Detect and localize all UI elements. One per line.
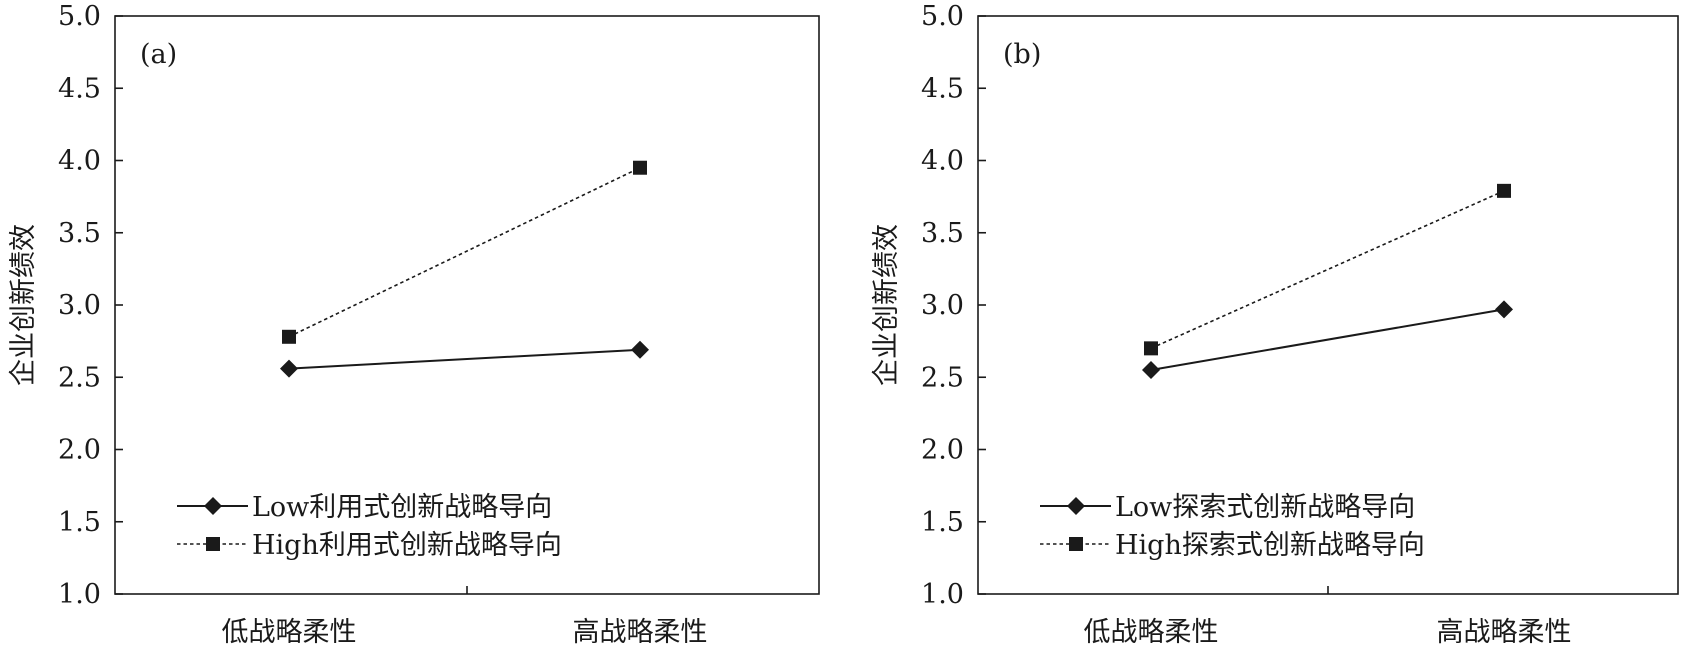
y-tick-label: 5.0 <box>921 1 964 32</box>
x-category-label: 高战略柔性 <box>573 617 708 648</box>
y-tick-label: 4.0 <box>58 146 101 177</box>
y-axis-label: 企业创新绩效 <box>871 224 902 386</box>
chart-panel-a: 1.0 1.5 2.0 2.5 3.0 3.5 4.0 4.5 5.0 低战略柔性 高战略柔性 企业创… <box>8 1 820 648</box>
legend-label: High利用式创新战略导向 <box>252 530 562 561</box>
x-category-label: 高战略柔性 <box>1437 617 1572 648</box>
y-tick-label: 3.0 <box>58 290 101 321</box>
chart-panel-b: 1.0 1.5 2.0 2.5 3.0 3.5 4.0 4.5 5.0 低战略柔性 高战略柔性 企业创… <box>871 1 1679 648</box>
panel-label: (a) <box>140 39 177 70</box>
y-tick-label: 4.0 <box>921 146 964 177</box>
y-tick-label: 2.5 <box>921 362 964 393</box>
y-tick-label: 3.0 <box>921 290 964 321</box>
legend-marker <box>1069 537 1083 551</box>
panel-label: (b) <box>1003 39 1041 70</box>
y-tick-label: 3.5 <box>58 218 101 249</box>
legend-label: Low利用式创新战略导向 <box>252 492 552 523</box>
data-point-high <box>1497 183 1511 198</box>
y-tick-label: 1.5 <box>58 507 101 538</box>
y-tick-label: 3.5 <box>921 218 964 249</box>
legend-label: High探索式创新战略导向 <box>1115 530 1425 561</box>
data-point-high <box>1144 341 1158 356</box>
x-category-label: 低战略柔性 <box>1084 617 1219 648</box>
y-axis-label: 企业创新绩效 <box>8 224 39 386</box>
legend-marker <box>1067 497 1085 515</box>
data-point-low <box>631 340 649 359</box>
data-point-high <box>282 329 296 344</box>
data-point-low <box>1142 361 1160 380</box>
data-point-low <box>1495 300 1513 319</box>
y-tick-label: 1.5 <box>921 507 964 538</box>
series-line-low <box>1150 308 1505 372</box>
y-tick-label: 4.5 <box>921 73 964 104</box>
legend-label: Low探索式创新战略导向 <box>1115 492 1415 523</box>
data-point-low <box>280 359 298 378</box>
series-line-high <box>1150 190 1505 350</box>
y-tick-label: 4.5 <box>58 73 101 104</box>
y-tick-label: 2.0 <box>58 435 101 466</box>
y-tick-label: 2.0 <box>921 435 964 466</box>
data-point-high <box>633 160 647 175</box>
series-line-high <box>288 167 641 338</box>
y-tick-label: 1.0 <box>921 579 964 610</box>
x-category-label: 低战略柔性 <box>222 617 357 648</box>
legend-marker <box>206 537 220 551</box>
series-line-low <box>288 348 641 370</box>
y-tick-label: 2.5 <box>58 362 101 393</box>
y-tick-label: 1.0 <box>58 579 101 610</box>
y-tick-label: 5.0 <box>58 1 101 32</box>
legend-marker <box>204 497 222 515</box>
